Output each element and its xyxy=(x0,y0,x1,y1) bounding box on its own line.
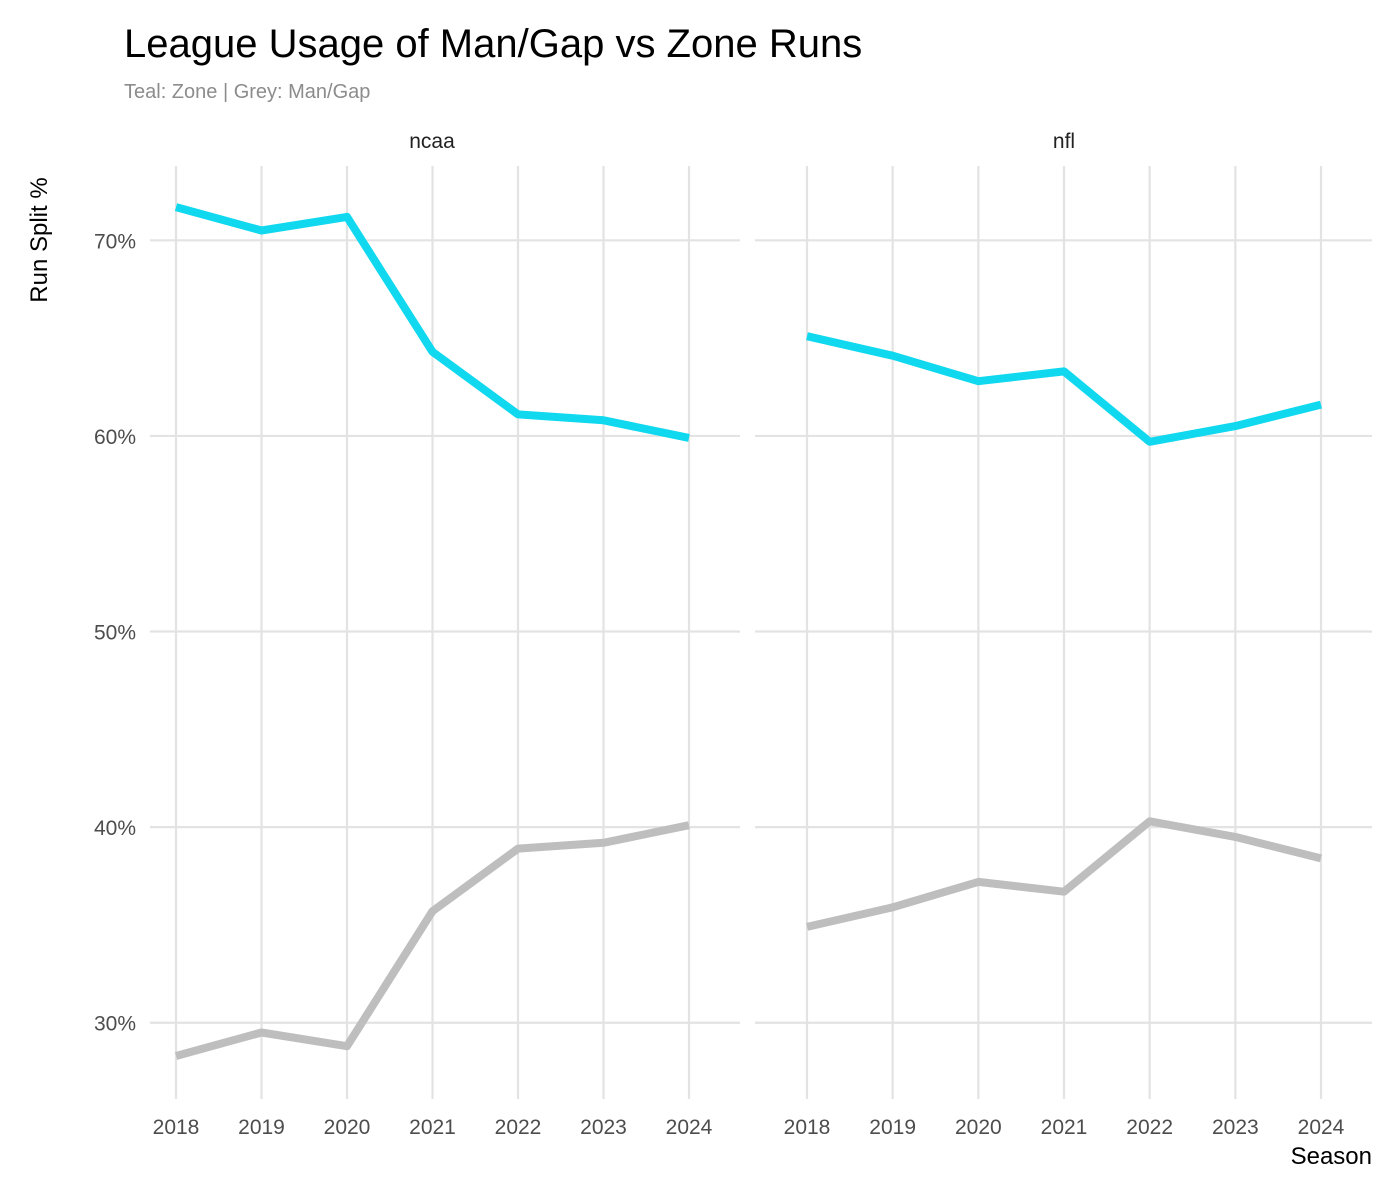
y-tick-label-40%: 40% xyxy=(94,817,136,840)
x-tick-label-nfl-2020: 2020 xyxy=(955,1116,1002,1139)
series-line-ncaa-zone xyxy=(174,203,690,442)
x-tick-label-ncaa-2020: 2020 xyxy=(324,1116,371,1139)
chart-subtitle: Teal: Zone | Grey: Man/Gap xyxy=(124,81,371,103)
x-tick-label-ncaa-2023: 2023 xyxy=(580,1116,627,1139)
facet-label-ncaa: ncaa xyxy=(409,130,455,153)
series-line-nfl-man-gap xyxy=(806,817,1322,931)
x-tick-label-ncaa-2022: 2022 xyxy=(495,1116,542,1139)
x-tick-label-ncaa-2018: 2018 xyxy=(153,1116,200,1139)
x-tick-label-nfl-2023: 2023 xyxy=(1212,1116,1259,1139)
x-tick-label-nfl-2024: 2024 xyxy=(1298,1116,1345,1139)
x-tick-label-ncaa-2021: 2021 xyxy=(409,1116,456,1139)
x-tick-label-nfl-2018: 2018 xyxy=(784,1116,831,1139)
x-tick-label-ncaa-2019: 2019 xyxy=(238,1116,285,1139)
y-tick-label-60%: 60% xyxy=(94,426,136,449)
y-tick-label-30%: 30% xyxy=(94,1013,136,1036)
x-tick-label-nfl-2022: 2022 xyxy=(1126,1116,1173,1139)
x-tick-label-ncaa-2024: 2024 xyxy=(666,1116,713,1139)
facet-label-nfl: nfl xyxy=(1052,130,1076,153)
y-tick-label-70%: 70% xyxy=(94,230,136,253)
chart-title: League Usage of Man/Gap vs Zone Runs xyxy=(124,22,863,66)
y-tick-label-50%: 50% xyxy=(94,622,136,645)
x-axis-label: Season xyxy=(1290,1143,1372,1170)
series-line-nfl-zone xyxy=(806,332,1322,446)
x-tick-label-nfl-2019: 2019 xyxy=(869,1116,916,1139)
x-tick-label-nfl-2021: 2021 xyxy=(1041,1116,1088,1139)
